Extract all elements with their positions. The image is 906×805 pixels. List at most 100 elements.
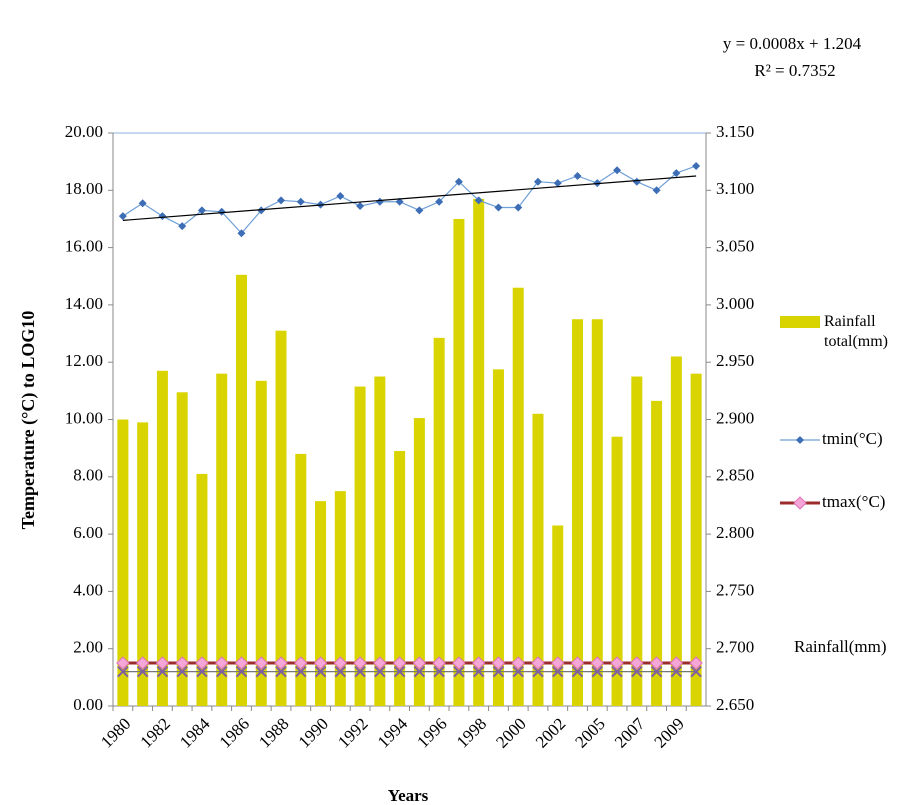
marker (472, 665, 485, 678)
y-tick-label: 4.00 (73, 580, 103, 599)
y2-tick-label: 3.000 (716, 294, 754, 313)
bar (512, 287, 524, 706)
x-tick-label: 1998 (453, 714, 490, 751)
marker (254, 656, 268, 670)
marker (135, 656, 150, 670)
x-tick-label: 2002 (532, 714, 569, 751)
marker (672, 169, 681, 178)
x-tick-label: 2005 (571, 714, 608, 751)
bar (334, 491, 346, 706)
marker (216, 665, 228, 678)
marker (197, 206, 206, 215)
marker (570, 656, 585, 670)
legend-label: Rainfall total(mm) (824, 313, 888, 350)
marker (412, 656, 427, 670)
bar (532, 413, 544, 706)
marker (334, 665, 347, 678)
y2-tick-label: 2.800 (716, 523, 754, 542)
x-tick-label: 2009 (650, 714, 687, 751)
bar (552, 525, 564, 706)
marker (392, 656, 407, 670)
trendline (122, 175, 697, 221)
bar (473, 198, 485, 706)
x-axis-title: Years (388, 786, 429, 805)
marker (532, 665, 544, 678)
marker (573, 171, 582, 180)
marker (178, 222, 187, 231)
marker (175, 656, 189, 670)
marker (195, 656, 209, 670)
marker (255, 665, 267, 678)
bar (117, 419, 129, 706)
marker (413, 665, 426, 678)
y-tick-label: 12.00 (65, 351, 103, 370)
marker (631, 665, 643, 678)
y2-tick-label: 2.900 (716, 408, 754, 427)
bar (176, 392, 188, 706)
marker (294, 656, 308, 670)
legend-marker (796, 436, 804, 444)
y-tick-label: 20.00 (65, 122, 103, 141)
marker (610, 656, 624, 670)
marker (630, 656, 644, 670)
marker (277, 196, 286, 205)
y2-tick-label: 2.650 (716, 695, 754, 714)
marker (296, 197, 305, 206)
marker (492, 665, 505, 678)
x-tick-label: 1994 (374, 714, 412, 752)
marker (649, 656, 664, 670)
bar (354, 386, 366, 706)
equation: y = 0.0008x + 1.204 (723, 34, 862, 53)
bar (453, 218, 465, 706)
y-tick-label: 2.00 (73, 638, 103, 657)
marker (117, 665, 129, 678)
marker (511, 656, 525, 670)
marker (433, 665, 445, 678)
marker (452, 656, 466, 670)
bar (651, 400, 663, 706)
marker (552, 665, 564, 678)
bar (255, 380, 267, 706)
marker (432, 656, 446, 670)
bar (275, 330, 287, 706)
marker (454, 177, 463, 186)
x-tick-label: 2007 (611, 714, 649, 752)
x-tick-label: 1992 (334, 714, 371, 751)
marker (274, 656, 288, 670)
y-tick-label: 8.00 (73, 466, 103, 485)
marker (257, 206, 266, 215)
marker (591, 665, 603, 678)
marker (314, 665, 327, 678)
y-tick-label: 10.00 (65, 408, 103, 427)
y2-tick-label: 2.950 (716, 351, 754, 370)
marker (118, 212, 127, 221)
marker (590, 656, 604, 670)
marker (354, 665, 366, 678)
marker (613, 166, 622, 175)
x-tick-label: 1980 (97, 714, 134, 751)
marker (333, 656, 348, 670)
marker (435, 197, 444, 206)
y2-tick-label: 2.750 (716, 580, 754, 599)
marker (156, 665, 169, 678)
bar (235, 274, 247, 706)
x-tick-label: 1986 (216, 714, 253, 751)
marker (494, 203, 503, 212)
x-tick-label: 1990 (295, 714, 332, 751)
y-tick-label: 18.00 (65, 179, 103, 198)
marker (356, 202, 365, 211)
marker (669, 656, 684, 670)
y-tick-label: 0.00 (73, 695, 103, 714)
x-tick-label: 2000 (492, 714, 529, 751)
marker (491, 656, 506, 670)
x-tick-label: 1988 (255, 714, 292, 751)
marker (336, 192, 345, 201)
marker (234, 656, 249, 670)
bar (413, 418, 425, 706)
marker (632, 177, 641, 186)
y2-tick-label: 3.150 (716, 122, 754, 141)
legend-marker (793, 496, 807, 510)
marker (453, 665, 465, 678)
marker (275, 665, 287, 678)
